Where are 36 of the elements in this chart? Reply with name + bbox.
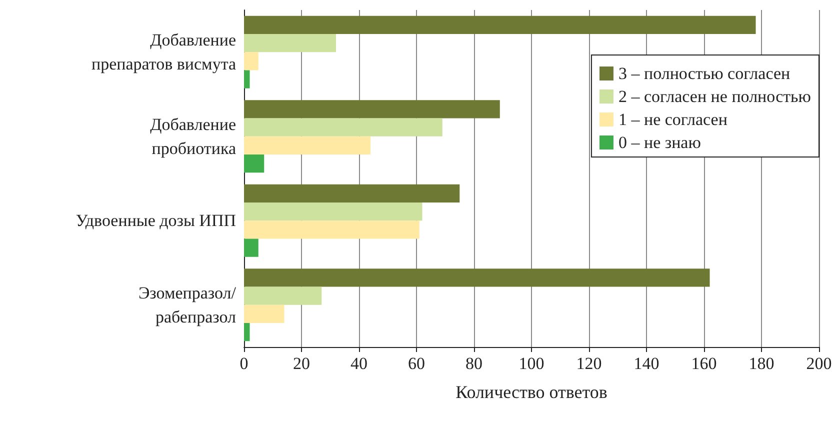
y-tick-label: Добавление препаратов висмута — [92, 30, 236, 74]
x-tick-label: 60 — [408, 354, 425, 373]
x-tick-label: 0 — [240, 354, 248, 373]
y-tick-label: Удвоенные дозы ИПП — [76, 211, 236, 230]
bar — [244, 220, 420, 239]
bar — [244, 202, 422, 221]
x-tick-label: 140 — [634, 354, 660, 373]
bar — [244, 52, 258, 70]
legend-label: 3 – полностью согласен — [618, 64, 790, 83]
bar — [244, 136, 370, 154]
bar — [244, 268, 710, 287]
legend-label: 2 – согласен не полностью — [618, 87, 812, 106]
x-tick-label: 200 — [806, 354, 832, 373]
x-tick-label: 100 — [518, 354, 544, 373]
x-axis-title: Количество ответов — [456, 382, 608, 402]
bar — [244, 100, 500, 118]
x-tick-label: 180 — [748, 354, 774, 373]
bar — [244, 304, 284, 323]
bar — [244, 322, 250, 342]
x-tick-label: 20 — [293, 354, 310, 373]
bar — [244, 118, 442, 136]
bar — [244, 286, 322, 305]
x-tick-label: 160 — [691, 354, 717, 373]
bar — [244, 70, 250, 88]
bar — [244, 154, 264, 173]
y-tick-label: Добавление пробиотика — [150, 114, 236, 158]
x-tick-label: 40 — [350, 354, 368, 373]
bar — [244, 16, 756, 34]
legend-label: 1 – не согласен — [618, 110, 728, 129]
bar — [244, 238, 258, 257]
legend-label: 0 – не знаю — [618, 133, 702, 152]
bar — [244, 34, 336, 52]
bar — [244, 184, 460, 203]
x-tick-label: 120 — [576, 354, 602, 373]
x-tick-label: 80 — [466, 354, 482, 373]
y-tick-label: Эзомепразол/ рабепразол — [138, 283, 237, 326]
